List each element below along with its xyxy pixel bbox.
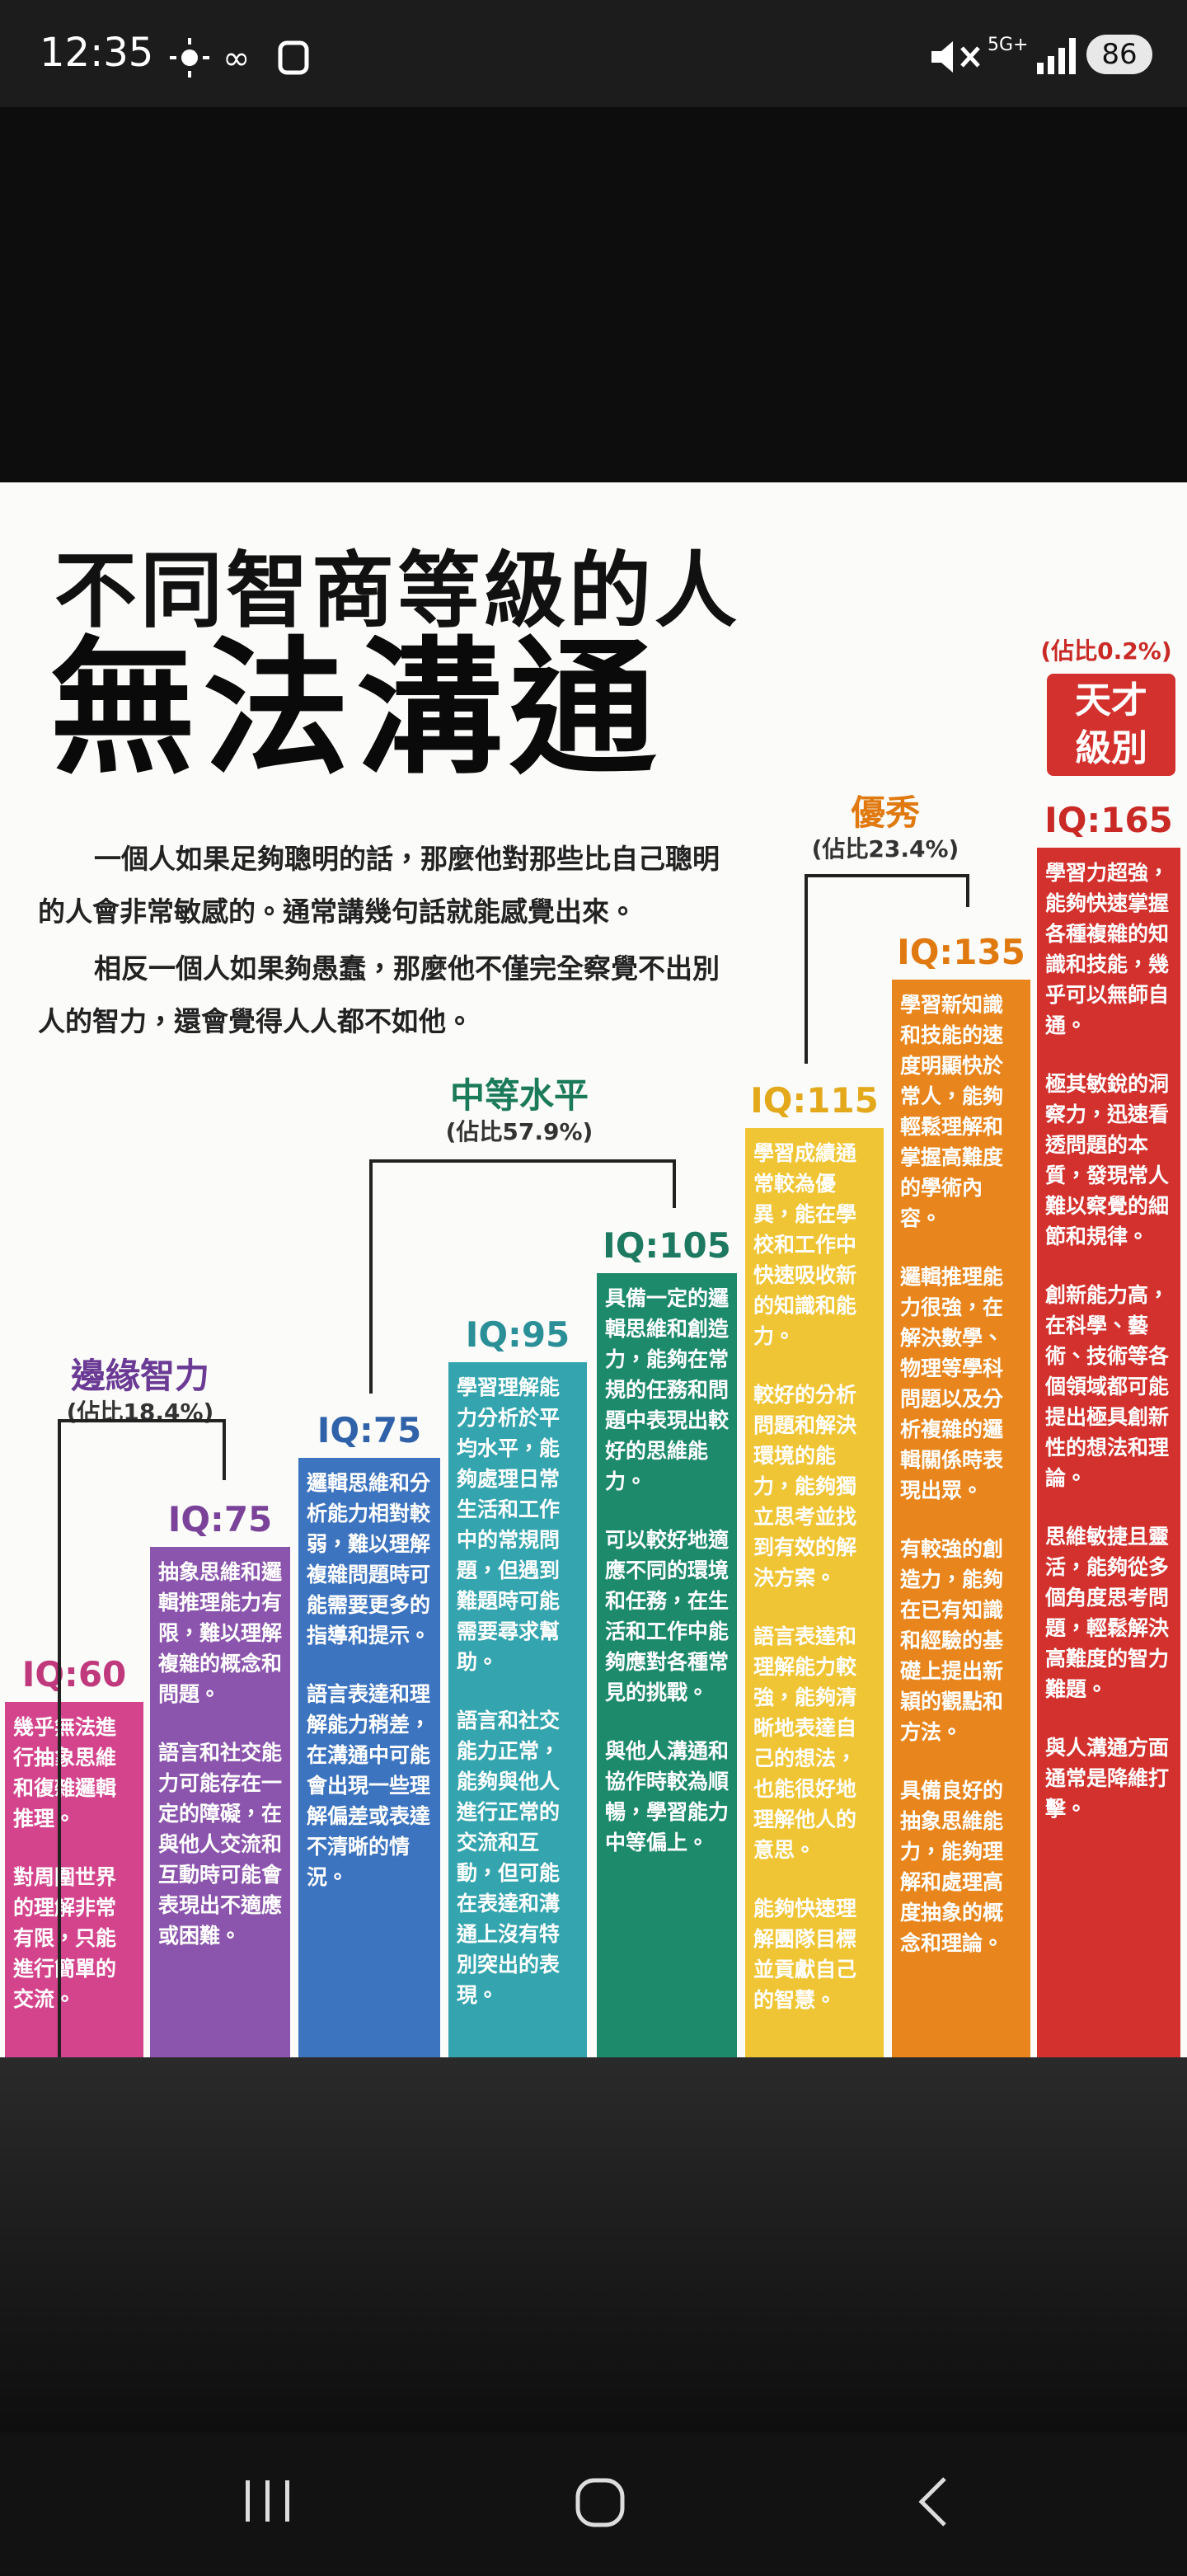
column-text: 有較強的創造力，能夠在已有知識和經驗的基礎上提出新穎的觀點和方法。 — [900, 1537, 1004, 1744]
column-text: 創新能力高，在科學、藝術、技術等各個領域都可能提出極具創新性的想法和理論。 — [1045, 1283, 1170, 1490]
title: 不同智商等級的人 — [54, 543, 740, 639]
column-text: 學習力超強，能夠快速掌握各種複雜的知識和技能，幾乎可以無師自通。 — [1045, 861, 1170, 1037]
nav-buttons[interactable] — [0, 2433, 1187, 2573]
battery: 86 — [1086, 35, 1152, 74]
bracket-line — [966, 874, 969, 907]
column: 抽象思維和邏輯推理能力有限，難以理解複雜的概念和問題。語言和社交能力可能存在一定… — [150, 1547, 290, 2057]
column-text: 邏輯思維和分析能力相對較弱，難以理解複雜問題時可能需要更多的指導和提示。 — [307, 1471, 431, 1648]
column-text: 可以較好地適應不同的環境和任務，在生活和工作中能夠應對各種常見的挑戰。 — [605, 1528, 730, 1704]
status-bar: 12:35 ∞ 5G+ 86 — [0, 0, 1187, 107]
column-text: 對周圍世界的理解非常有限，只能進行簡單的交流。 — [13, 1865, 117, 2011]
group-name: 天才級別 — [1047, 674, 1175, 776]
background — [0, 107, 1187, 482]
paragraph: 一個人如果足夠聰明的話，那麼他對那些比自己聰明的人會非常敏感的。通常講幾句話就能… — [38, 843, 720, 928]
column-text: 學習新知識和技能的速度明顯快於常人，能夠輕鬆理解和掌握高難度的學術內容。 — [900, 993, 1004, 1230]
infographic: 不同智商等級的人 無法溝通一個人如果足夠聰明的話，那麼他對那些比自己聰明的人會非常… — [0, 482, 1187, 2057]
column: 學習理解能力分析於平均水平，能夠處理日常生活和工作中的常規問題，但遇到難題時可能… — [448, 1362, 587, 2057]
column-text: 學習理解能力分析於平均水平，能夠處理日常生活和工作中的常規問題，但遇到難題時可能… — [457, 1375, 561, 1674]
bracket-line — [805, 874, 808, 1064]
column-text: 邏輯推理能力很強，在解決數學、物理等學科問題以及分析複雜的邏輯關係時表現出眾。 — [900, 1265, 1004, 1502]
network-label: 5G+ — [988, 35, 1029, 55]
bracket-line — [673, 1159, 676, 1208]
column-text: 語言表達和理解能力稍差，在溝通中可能會出現一些理解偏差或表達不清晰的情況。 — [307, 1682, 431, 1889]
background — [0, 2057, 1187, 2433]
bracket-line — [369, 1159, 373, 1394]
iq-label: IQ:135 — [897, 932, 1025, 972]
column-text: 幾乎無法進行抽象思維和復雜邏輯推理。 — [13, 1715, 117, 1831]
recent-apps-button[interactable] — [246, 2480, 289, 2522]
svg-text:∞: ∞ — [223, 40, 250, 78]
column-text: 學習成績通常較為優異，能在學校和工作中快速吸收新的知識和能力。 — [753, 1141, 857, 1348]
column-text: 能夠快速理解團隊目標並貢獻自己的智慧。 — [753, 1897, 857, 2012]
group-name: 優秀 — [850, 792, 920, 833]
bracket-line — [805, 874, 969, 877]
column: 學習力超強，能夠快速掌握各種複雜的知識和技能，幾乎可以無師自通。 極其敏銳的洞察力… — [1037, 848, 1180, 2057]
column-text: 語言和社交能力正常，能夠與他人進行正常的交流和互動，但可能在表達和溝通上沒有特別… — [457, 1709, 561, 2007]
column: 學習新知識和技能的速度明顯快於常人，能夠輕鬆理解和掌握高難度的學術內容。 邏輯推理… — [892, 980, 1030, 2057]
group-name: 邊緣智力 — [70, 1356, 209, 1396]
iq-label: IQ:75 — [167, 1499, 273, 1539]
group-share: (佔比18.4%) — [66, 1398, 214, 1426]
status-icons: ∞ — [170, 38, 309, 78]
column-text: 具備一定的邏輯思維和創造力，能夠在常規的任務和問題中表現出較好的思維能力。 — [605, 1286, 730, 1493]
bracket-line — [369, 1159, 676, 1163]
paragraph: 相反一個人如果夠愚蠢，那麼他不僅完全察覺不出別人的智力，還會覺得人人都不如他。 — [38, 952, 720, 1037]
iq-label: IQ:75 — [317, 1410, 422, 1450]
column-text: 思維敏捷且靈活，能夠從多個角度思考問題，輕鬆解決高難度的智力難題。 — [1045, 1525, 1170, 1701]
title: 無法溝通 — [49, 623, 663, 794]
iq-label: IQ:105 — [603, 1225, 731, 1266]
column: 學習成績通常較為優異，能在學校和工作中快速吸收新的知識和能力。 較好的分析問題和解… — [745, 1128, 884, 2057]
signal-icon — [1037, 38, 1076, 74]
column-text: 較好的分析問題和解決環境的能力，能夠獨立思考並找到有效的解決方案。 — [753, 1383, 857, 1590]
bracket-line — [58, 1419, 61, 2057]
column-text: 抽象思維和邏輯推理能力有限，難以理解複雜的概念和問題。 — [158, 1560, 283, 1706]
iq-label: IQ:165 — [1044, 800, 1173, 840]
bracket-line — [58, 1419, 226, 1422]
column-text: 與他人溝通和協作時較為順暢，學習能力中等偏上。 — [605, 1739, 730, 1854]
group-share: (佔比23.4%) — [811, 835, 959, 863]
column: 幾乎無法進行抽象思維和復雜邏輯推理。對周圍世界的理解非常有限，只能進行簡單的交流… — [5, 1702, 143, 2057]
column: 具備一定的邏輯思維和創造力，能夠在常規的任務和問題中表現出較好的思維能力。可以較… — [597, 1273, 737, 2057]
mute-icon — [931, 41, 980, 73]
bracket-line — [223, 1419, 226, 1480]
column-text: 具備良好的抽象思維能力，能夠理解和處理高度抽象的概念和理論。 — [900, 1779, 1004, 1955]
column-text: 極其敏銳的洞察力，迅速看透問題的本質，發現常人難以察覺的細節和規律。 — [1045, 1072, 1170, 1248]
home-button[interactable] — [575, 2478, 625, 2527]
column-text: 與人溝通方面通常是降維打擊。 — [1045, 1736, 1170, 1821]
column: 邏輯思維和分析能力相對較弱，難以理解複雜問題時可能需要更多的指導和提示。語言表達… — [298, 1458, 440, 2057]
column-text: 語言和社交能力可能存在一定的障礙，在與他人交流和互動時可能會表現出不適應或困難。 — [158, 1741, 283, 1948]
group-share: (佔比0.2%) — [1040, 637, 1172, 665]
iq-label: IQ:60 — [21, 1654, 127, 1695]
group-name: 中等水平 — [449, 1075, 589, 1116]
iq-label: IQ:95 — [465, 1314, 570, 1355]
iq-label: IQ:115 — [750, 1080, 879, 1121]
navigation-bar — [0, 2433, 1187, 2573]
clock: 12:35 — [40, 30, 154, 76]
back-button[interactable] — [918, 2477, 946, 2527]
group-share: (佔比57.9%) — [445, 1118, 594, 1145]
column-text: 語言表達和理解能力較強，能夠清晰地表達自己的想法，也能很好地理解他人的意思。 — [753, 1624, 857, 1862]
